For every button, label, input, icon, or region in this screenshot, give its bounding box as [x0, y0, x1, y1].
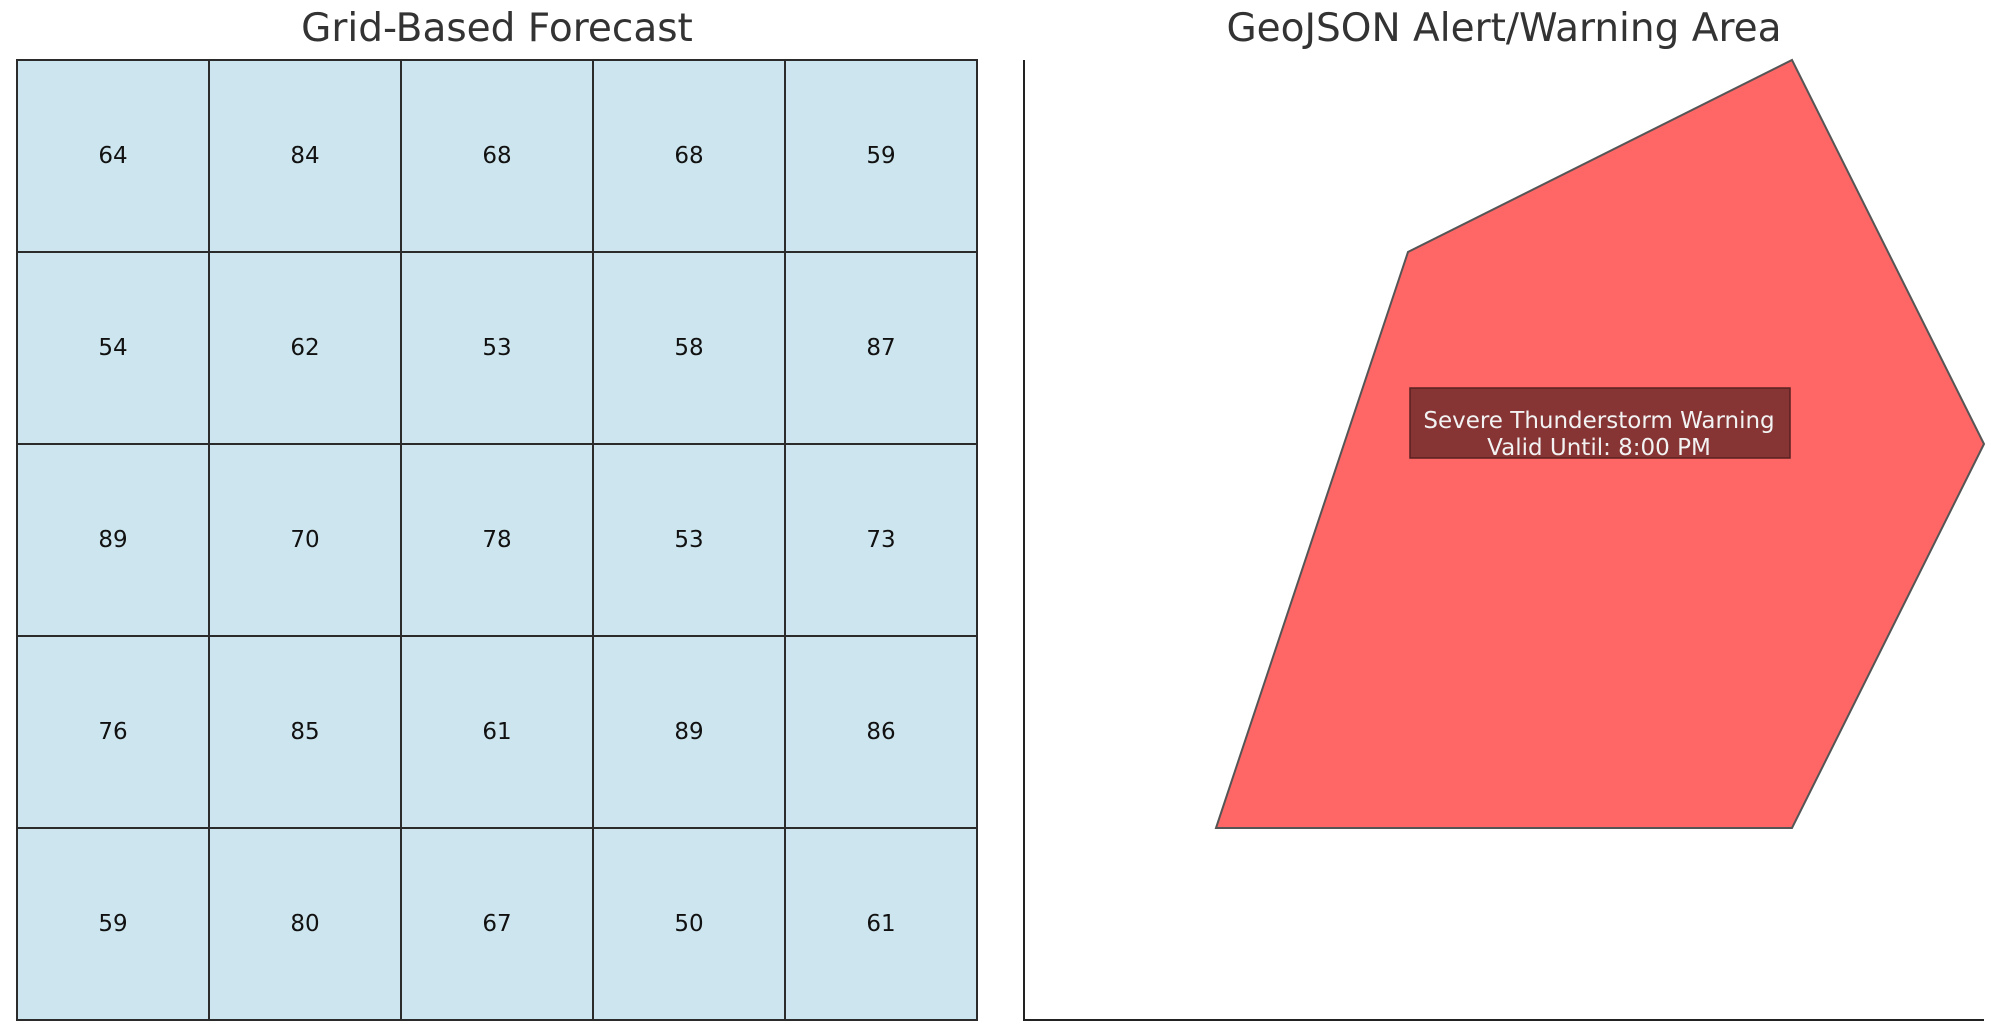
grid-cell [208, 59, 402, 253]
grid-cell [16, 827, 210, 1021]
grid-cell-value: 78 [482, 527, 511, 553]
grid-cell [592, 443, 786, 637]
grid-cell [400, 59, 594, 253]
grid-cell-value: 70 [290, 527, 319, 553]
grid-cell-value: 80 [290, 911, 319, 937]
grid-cell-value: 59 [98, 911, 127, 937]
grid-cell [592, 59, 786, 253]
grid-forecast-title: Grid-Based Forecast [301, 6, 693, 51]
grid-cell [592, 635, 786, 829]
grid-cell-value: 61 [482, 719, 511, 745]
grid-cell [16, 59, 210, 253]
grid-cell [400, 251, 594, 445]
grid-cell-value: 86 [866, 719, 895, 745]
axis-spines [1023, 60, 1984, 1021]
alert-area-panel: Severe Thunderstorm Warning Valid Until: … [1023, 58, 1986, 1021]
grid-cell-value: 50 [674, 911, 703, 937]
grid-cell-value: 68 [674, 143, 703, 169]
grid-cell-value: 61 [866, 911, 895, 937]
grid-cell-value: 53 [674, 527, 703, 553]
grid-cell-value: 53 [482, 335, 511, 361]
grid-cell [208, 635, 402, 829]
grid-cell [400, 443, 594, 637]
grid-cell-value: 87 [866, 335, 895, 361]
grid-cell-value: 62 [290, 335, 319, 361]
grid-cell-value: 73 [866, 527, 895, 553]
grid-cell [16, 251, 210, 445]
grid-cell [784, 827, 978, 1021]
grid-cell-value: 89 [674, 719, 703, 745]
grid-cell [400, 635, 594, 829]
alert-label-line: Valid Until: 8:00 PM [1487, 435, 1711, 461]
grid-cell [208, 827, 402, 1021]
grid-cell [208, 443, 402, 637]
grid-cell [784, 443, 978, 637]
grid-cell-value: 85 [290, 719, 319, 745]
grid-cell-value: 89 [98, 527, 127, 553]
grid-cell-value: 68 [482, 143, 511, 169]
grid-cell [400, 827, 594, 1021]
grid-cell [784, 635, 978, 829]
grid-cell-value: 84 [290, 143, 319, 169]
grid-cell-value: 67 [482, 911, 511, 937]
alert-label-line: Severe Thunderstorm Warning [1423, 408, 1774, 434]
alert-area-title: GeoJSON Alert/Warning Area [1226, 6, 1782, 51]
grid-forecast-canvas: 64 84 68 68 59 54 62 53 58 87 89 70 78 53 73 76 85 61 89 86… [16, 59, 978, 1021]
grid-cell-value: 76 [98, 719, 127, 745]
grid-cell [16, 635, 210, 829]
grid-forecast-panel: 64 84 68 68 59 54 62 53 58 87 89 70 78 53 73 76 85 61 89 86… [16, 59, 978, 1021]
grid-cell-value: 54 [98, 335, 127, 361]
grid-cell [784, 59, 978, 253]
grid-cell-value: 59 [866, 143, 895, 169]
grid-cell-value: 64 [98, 143, 127, 169]
grid-cell [784, 251, 978, 445]
alert-label-box [1409, 387, 1791, 459]
grid-cell-value: 58 [674, 335, 703, 361]
